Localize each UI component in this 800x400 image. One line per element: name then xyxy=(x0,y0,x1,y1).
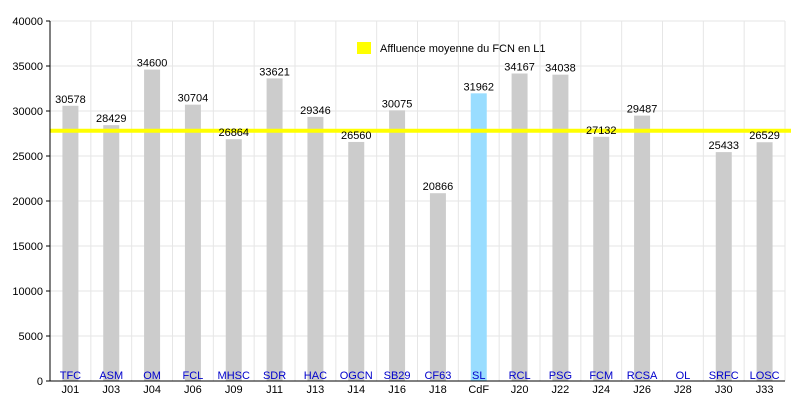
data-label: 29346 xyxy=(300,105,331,117)
bar-J14 xyxy=(348,141,365,381)
bar-J09 xyxy=(225,139,242,381)
bar-J13 xyxy=(307,116,324,382)
bar-J24 xyxy=(593,136,610,381)
x-tick-label: J18 xyxy=(429,384,447,396)
x-tick-label: J28 xyxy=(674,384,692,396)
data-label: 31962 xyxy=(463,81,494,93)
axes xyxy=(46,20,785,382)
bar-J16 xyxy=(389,110,406,381)
bar-J26 xyxy=(634,115,651,381)
bar-J03 xyxy=(103,125,120,381)
legend-swatch xyxy=(357,42,371,54)
y-tick-label: 10000 xyxy=(12,286,43,298)
y-tick-label: 5000 xyxy=(19,331,43,343)
labels: 0 5000 10000 15000 20000 25000 30000 35000 40000… xyxy=(12,16,779,396)
data-label: 26529 xyxy=(749,130,780,142)
bar-J06 xyxy=(184,104,201,381)
team-label: FCM xyxy=(589,370,613,382)
bar-J30 xyxy=(715,152,732,381)
team-label: RCSA xyxy=(627,370,658,382)
data-label: 30578 xyxy=(55,94,86,106)
y-tick-label: 35000 xyxy=(12,61,43,73)
team-label: SL xyxy=(472,370,485,382)
y-tick-label: 20000 xyxy=(12,196,43,208)
team-label: TFC xyxy=(60,370,81,382)
data-label: 34600 xyxy=(137,58,168,70)
y-tick-label: 25000 xyxy=(12,151,43,163)
team-label: FCL xyxy=(183,370,204,382)
x-tick-label: J11 xyxy=(266,384,283,396)
data-label: 34167 xyxy=(504,61,535,73)
bar-J33 xyxy=(756,142,773,381)
team-label: MHSC xyxy=(218,370,250,382)
bar-CdF xyxy=(470,93,487,381)
team-label: ASM xyxy=(99,370,123,382)
bar-J11 xyxy=(266,78,283,381)
x-tick-label: J09 xyxy=(225,384,243,396)
data-label: 28429 xyxy=(96,113,127,125)
x-tick-label: J22 xyxy=(552,384,570,396)
data-label: 30075 xyxy=(382,98,413,110)
y-tick-label: 15000 xyxy=(12,241,43,253)
data-label: 33621 xyxy=(259,66,290,78)
x-tick-label: J01 xyxy=(62,384,80,396)
x-tick-label: J06 xyxy=(184,384,202,396)
data-label: 30704 xyxy=(178,93,209,105)
team-label: HAC xyxy=(304,370,327,382)
data-label: 34038 xyxy=(545,63,576,75)
team-label: LOSC xyxy=(750,370,780,382)
bar-J20 xyxy=(511,73,528,381)
x-tick-label: J16 xyxy=(388,384,406,396)
team-label: SDR xyxy=(263,370,286,382)
x-tick-label: J20 xyxy=(511,384,529,396)
x-tick-label: J04 xyxy=(143,384,161,396)
x-tick-label: J26 xyxy=(633,384,651,396)
team-label: OL xyxy=(676,370,691,382)
team-label: PSG xyxy=(549,370,572,382)
x-tick-label: J03 xyxy=(102,384,120,396)
data-label: 20866 xyxy=(423,181,454,193)
data-label: 26560 xyxy=(341,130,372,142)
team-label: CF63 xyxy=(424,370,451,382)
x-tick-label: J24 xyxy=(592,384,610,396)
team-label: OM xyxy=(143,370,161,382)
data-label: 27132 xyxy=(586,125,617,137)
bar-J22 xyxy=(552,74,569,382)
bar-J18 xyxy=(429,193,446,381)
data-label: 25433 xyxy=(708,140,739,152)
x-tick-label: J14 xyxy=(347,384,365,396)
team-label: SB29 xyxy=(384,370,411,382)
x-tick-label: J30 xyxy=(715,384,733,396)
x-tick-label: J13 xyxy=(307,384,325,396)
legend-label: Affluence moyenne du FCN en L1 xyxy=(380,43,546,55)
y-tick-label: 30000 xyxy=(12,106,43,118)
x-tick-label: CdF xyxy=(468,384,489,396)
y-tick-label: 0 xyxy=(37,376,43,388)
team-label: OGCN xyxy=(340,370,373,382)
x-tick-label: J33 xyxy=(756,384,774,396)
team-label: RCL xyxy=(509,370,531,382)
y-tick-label: 40000 xyxy=(12,16,43,28)
bar-J01 xyxy=(62,105,79,381)
data-label: 26864 xyxy=(218,127,249,139)
bars xyxy=(62,69,773,382)
legend: Affluence moyenne du FCN en L1 xyxy=(357,42,546,55)
data-label: 29487 xyxy=(627,104,658,116)
bar-J04 xyxy=(144,69,161,381)
gridlines xyxy=(49,20,786,382)
team-label: SRFC xyxy=(709,370,739,382)
